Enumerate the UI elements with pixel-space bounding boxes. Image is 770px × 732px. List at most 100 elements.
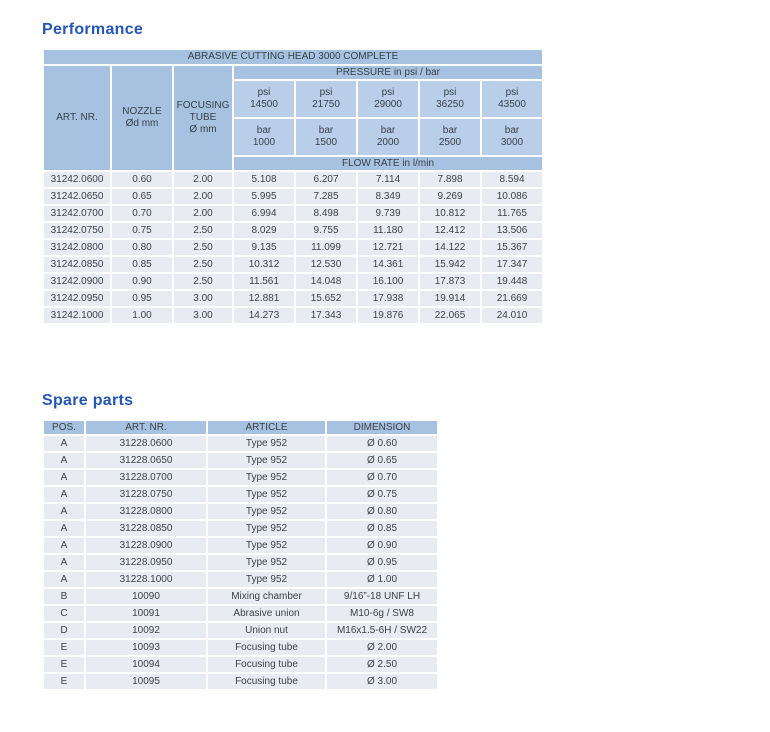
psi-label: psi [443, 87, 457, 98]
bar-header-row: bar 1000 bar 1500 bar 2000 bar 2500 bar 3000 [44, 119, 542, 155]
cell-pos: A [44, 453, 84, 468]
cell-flow: 11.099 [296, 240, 356, 255]
cell-art-nr: 10090 [86, 589, 206, 604]
cell-art-nr: 31242.0600 [44, 172, 110, 187]
col-header-dimension: DIMENSION [327, 421, 437, 434]
column-header-row: POS. ART. NR. ARTICLE DIMENSION [44, 421, 437, 434]
cell-tube: 2.50 [174, 223, 232, 238]
cell-dimension: M16x1.5-6H / SW22 [327, 623, 437, 638]
table-row: A 31228.0800 Type 952 Ø 0.80 [44, 504, 437, 519]
column-header-row: ART. NR. NOZZLE Ød mm FOCUSING TUBE Ø mm… [44, 66, 542, 170]
table-row: A 31228.0600 Type 952 Ø 0.60 [44, 436, 437, 451]
cell-nozzle: 0.95 [112, 291, 172, 306]
psi-header-cell: psi 29000 [358, 81, 418, 117]
cell-pos: A [44, 487, 84, 502]
cell-dimension: Ø 0.70 [327, 470, 437, 485]
table-row: A 31228.0950 Type 952 Ø 0.95 [44, 555, 437, 570]
cell-dimension: Ø 0.90 [327, 538, 437, 553]
col-header-pos: POS. [44, 421, 84, 434]
bar-label: bar [256, 125, 272, 136]
cell-art-nr: 31228.0700 [86, 470, 206, 485]
cell-flow: 6.207 [296, 172, 356, 187]
cell-flow: 7.114 [358, 172, 418, 187]
cell-art-nr: 31242.0750 [44, 223, 110, 238]
cell-flow: 15.942 [420, 257, 480, 272]
bar-label: bar [380, 125, 396, 136]
cell-flow: 8.029 [234, 223, 294, 238]
table-row: E 10095 Focusing tube Ø 3.00 [44, 674, 437, 689]
bar-header-cell: bar 2000 [358, 119, 418, 155]
cell-article: Type 952 [208, 487, 325, 502]
cell-article: Type 952 [208, 453, 325, 468]
cell-art-nr: 31228.0850 [86, 521, 206, 536]
cell-article: Type 952 [208, 436, 325, 451]
psi-label: psi [381, 87, 395, 98]
cell-nozzle: 0.70 [112, 206, 172, 221]
cell-pos: E [44, 640, 84, 655]
table-title: ABRASIVE CUTTING HEAD 3000 COMPLETE [44, 50, 542, 64]
cell-art-nr: 31242.0700 [44, 206, 110, 221]
psi-label: psi [319, 87, 333, 98]
cell-tube: 3.00 [174, 308, 232, 323]
psi-value: 21750 [312, 99, 340, 110]
cell-flow: 5.995 [234, 189, 294, 204]
cell-nozzle: 0.90 [112, 274, 172, 289]
cell-dimension: Ø 1.00 [327, 572, 437, 587]
cell-pos: E [44, 657, 84, 672]
cell-art-nr: 10091 [86, 606, 206, 621]
col-header-nozzle-line2: Ød mm [125, 118, 159, 129]
cell-flow: 6.994 [234, 206, 294, 221]
cell-flow: 9.739 [358, 206, 418, 221]
psi-header-cell: psi 43500 [482, 81, 542, 117]
cell-art-nr: 10093 [86, 640, 206, 655]
cell-tube: 2.00 [174, 189, 232, 204]
bar-value: 1000 [252, 137, 276, 148]
cell-article: Type 952 [208, 504, 325, 519]
cell-flow: 7.285 [296, 189, 356, 204]
col-header-art-nr: ART. NR. [44, 66, 110, 170]
table-row: 31242.0650 0.65 2.00 5.995 7.285 8.349 9… [44, 189, 542, 204]
bar-label: bar [318, 125, 334, 136]
col-header-focusing-line2: TUBE [189, 112, 217, 123]
col-header-art-nr: ART. NR. [86, 421, 206, 434]
cell-art-nr: 31242.0950 [44, 291, 110, 306]
cell-dimension: Ø 0.85 [327, 521, 437, 536]
cell-art-nr: 31242.0850 [44, 257, 110, 272]
cell-flow: 10.312 [234, 257, 294, 272]
cell-art-nr: 10092 [86, 623, 206, 638]
cell-pos: C [44, 606, 84, 621]
bar-header-cell: bar 1000 [234, 119, 294, 155]
cell-dimension: Ø 3.00 [327, 674, 437, 689]
cell-flow: 10.086 [482, 189, 542, 204]
cell-pos: A [44, 436, 84, 451]
bar-value: 2000 [376, 137, 400, 148]
bar-value: 1500 [314, 137, 338, 148]
cell-art-nr: 31228.0650 [86, 453, 206, 468]
cell-flow: 9.269 [420, 189, 480, 204]
col-header-focusing-tube: FOCUSING TUBE Ø mm [174, 66, 232, 170]
cell-tube: 2.00 [174, 206, 232, 221]
table-row: 31242.0700 0.70 2.00 6.994 8.498 9.739 1… [44, 206, 542, 221]
table-row: A 31228.0850 Type 952 Ø 0.85 [44, 521, 437, 536]
cell-dimension: Ø 2.50 [327, 657, 437, 672]
col-header-nozzle-line1: NOZZLE [122, 106, 162, 117]
cell-article: Abrasive union [208, 606, 325, 621]
cell-flow: 19.448 [482, 274, 542, 289]
table-row: C 10091 Abrasive union M10-6g / SW8 [44, 606, 437, 621]
table-row: E 10094 Focusing tube Ø 2.50 [44, 657, 437, 672]
cell-tube: 3.00 [174, 291, 232, 306]
cell-pos: A [44, 555, 84, 570]
cell-flow: 22.065 [420, 308, 480, 323]
table-row: A 31228.0700 Type 952 Ø 0.70 [44, 470, 437, 485]
cell-article: Focusing tube [208, 640, 325, 655]
cell-tube: 2.50 [174, 240, 232, 255]
psi-value: 29000 [374, 99, 402, 110]
psi-value: 14500 [250, 99, 278, 110]
bar-value: 2500 [438, 137, 462, 148]
cell-nozzle: 0.85 [112, 257, 172, 272]
bar-label: bar [442, 125, 458, 136]
psi-header-row: psi 14500 psi 21750 psi 29000 psi 36250 psi 4… [44, 81, 542, 117]
cell-flow: 5.108 [234, 172, 294, 187]
col-header-article: ARTICLE [208, 421, 325, 434]
